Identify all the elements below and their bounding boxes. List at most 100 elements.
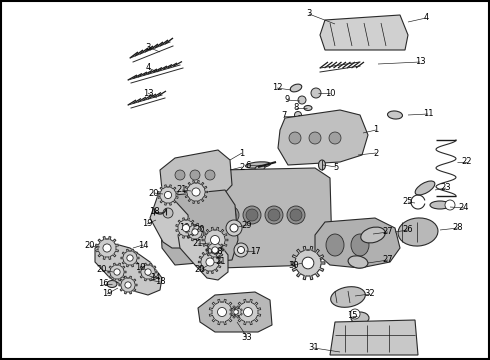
Text: 14: 14 — [138, 240, 148, 249]
Polygon shape — [160, 150, 232, 200]
Text: 17: 17 — [250, 248, 260, 256]
Text: 26: 26 — [403, 225, 413, 234]
Text: 4: 4 — [146, 63, 150, 72]
Text: 19: 19 — [142, 220, 152, 229]
Ellipse shape — [304, 105, 312, 111]
Text: 6: 6 — [245, 161, 251, 170]
Circle shape — [221, 206, 239, 224]
Circle shape — [224, 209, 236, 221]
Circle shape — [192, 229, 198, 235]
Circle shape — [309, 132, 321, 144]
Circle shape — [298, 96, 306, 104]
Text: 24: 24 — [459, 203, 469, 212]
Circle shape — [206, 258, 214, 266]
Text: 31: 31 — [309, 343, 319, 352]
Polygon shape — [121, 249, 139, 267]
Polygon shape — [176, 218, 196, 238]
Polygon shape — [198, 292, 272, 332]
Circle shape — [163, 208, 173, 218]
Circle shape — [218, 307, 226, 316]
Ellipse shape — [415, 181, 435, 195]
Circle shape — [311, 88, 321, 98]
Circle shape — [145, 269, 151, 275]
Text: 21: 21 — [216, 257, 226, 266]
Polygon shape — [158, 185, 178, 205]
Ellipse shape — [245, 162, 270, 168]
Text: 5: 5 — [333, 162, 339, 171]
Circle shape — [294, 112, 301, 118]
Text: 25: 25 — [403, 198, 413, 207]
Text: 7: 7 — [281, 112, 287, 121]
Polygon shape — [96, 237, 119, 260]
Polygon shape — [230, 306, 242, 318]
Polygon shape — [186, 223, 204, 241]
Text: 8: 8 — [294, 104, 299, 112]
Polygon shape — [330, 320, 418, 355]
Circle shape — [190, 170, 200, 180]
Text: 18: 18 — [148, 207, 159, 216]
Text: 19: 19 — [135, 264, 145, 273]
Text: 12: 12 — [272, 84, 282, 93]
Polygon shape — [320, 15, 408, 50]
Polygon shape — [139, 263, 157, 281]
Text: 23: 23 — [441, 184, 451, 193]
Text: 10: 10 — [325, 89, 335, 98]
Circle shape — [302, 257, 314, 269]
Circle shape — [103, 244, 111, 252]
Ellipse shape — [351, 312, 369, 324]
Text: 20: 20 — [85, 242, 95, 251]
Circle shape — [238, 247, 245, 253]
Text: 15: 15 — [347, 311, 357, 320]
Circle shape — [114, 269, 120, 275]
Ellipse shape — [331, 287, 366, 307]
Text: 33: 33 — [242, 333, 252, 342]
Circle shape — [234, 310, 238, 314]
Ellipse shape — [290, 84, 302, 92]
Circle shape — [212, 247, 218, 253]
Ellipse shape — [388, 111, 402, 119]
Ellipse shape — [398, 218, 438, 246]
Text: 20: 20 — [195, 266, 205, 274]
Text: 21: 21 — [193, 239, 203, 248]
Circle shape — [165, 192, 172, 199]
Circle shape — [290, 209, 302, 221]
Text: 30: 30 — [289, 261, 299, 270]
Circle shape — [230, 224, 238, 232]
Text: 14: 14 — [150, 274, 160, 283]
Circle shape — [265, 206, 283, 224]
Circle shape — [192, 188, 200, 196]
Text: 9: 9 — [284, 95, 290, 104]
Text: 3: 3 — [146, 42, 151, 51]
Text: 2: 2 — [373, 148, 379, 158]
Polygon shape — [206, 241, 224, 259]
Ellipse shape — [361, 227, 385, 243]
Polygon shape — [315, 218, 400, 268]
Polygon shape — [108, 263, 126, 281]
Circle shape — [289, 132, 301, 144]
Ellipse shape — [255, 165, 265, 171]
Polygon shape — [178, 228, 228, 280]
Polygon shape — [235, 299, 261, 325]
Polygon shape — [119, 276, 137, 294]
Text: 28: 28 — [453, 224, 464, 233]
Text: 2: 2 — [240, 162, 245, 171]
Text: 11: 11 — [423, 109, 433, 118]
Polygon shape — [291, 246, 325, 280]
Text: 27: 27 — [383, 228, 393, 237]
Circle shape — [226, 220, 242, 236]
Circle shape — [175, 170, 185, 180]
Ellipse shape — [318, 160, 325, 170]
Text: 4: 4 — [423, 13, 429, 22]
Circle shape — [329, 132, 341, 144]
Circle shape — [182, 224, 190, 231]
Text: 19: 19 — [102, 289, 112, 298]
Circle shape — [246, 209, 258, 221]
Polygon shape — [209, 299, 235, 325]
Text: 1: 1 — [240, 148, 245, 158]
Text: 19: 19 — [179, 224, 189, 233]
Polygon shape — [95, 242, 162, 295]
Circle shape — [125, 282, 131, 288]
Polygon shape — [198, 251, 221, 274]
Circle shape — [445, 200, 455, 210]
Polygon shape — [184, 180, 208, 203]
